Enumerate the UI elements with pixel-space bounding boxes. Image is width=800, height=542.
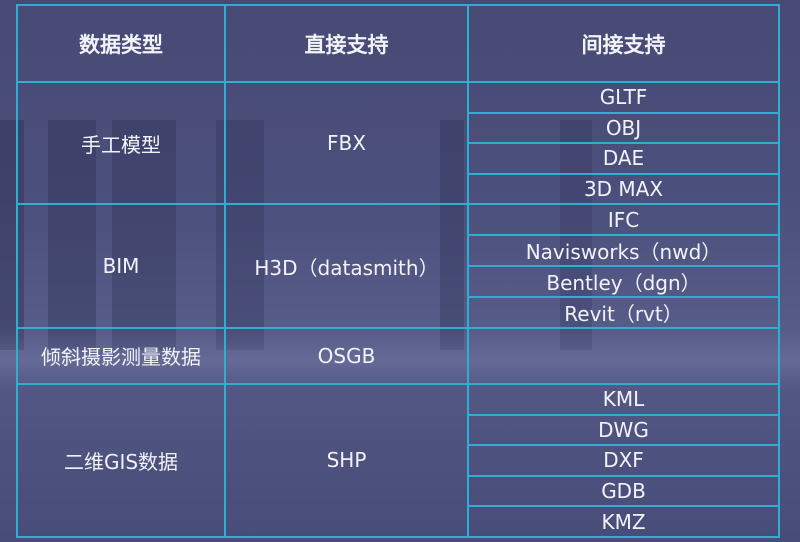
table-row: 倾斜摄影测量数据 OSGB — [16, 326, 780, 385]
indirect-cell: OBJ — [467, 111, 780, 145]
indirect-cell: DWG — [467, 413, 780, 447]
header-direct-support: 直接支持 — [224, 4, 469, 83]
table-row: 手工模型 FBX GLTF — [16, 80, 780, 206]
direct-cell: FBX — [224, 80, 469, 206]
direct-cell: SHP — [224, 382, 469, 538]
table-row: 3D MAX — [17, 172, 780, 206]
indirect-cell: IFC — [467, 203, 780, 236]
table-row: DXF — [17, 444, 780, 477]
indirect-cell: Bentley（dgn） — [467, 264, 780, 298]
indirect-cell: GLTF — [467, 81, 780, 114]
direct-cell: H3D（datasmith） — [224, 203, 469, 329]
data-format-table: 数据类型 直接支持 间接支持 手工模型 FBX GLTF OBJ DAE 3D … — [16, 4, 780, 538]
table-row: Bentley（dgn） — [17, 264, 780, 298]
header-data-type: 数据类型 — [16, 4, 226, 83]
indirect-cell: Navisworks（nwd） — [467, 233, 780, 267]
indirect-cell: Revit（rvt） — [467, 295, 780, 329]
indirect-cell: KML — [467, 382, 780, 416]
table-row: DAE — [17, 142, 780, 175]
indirect-cell-empty — [467, 326, 780, 385]
type-cell: 手工模型 — [16, 80, 226, 206]
type-cell: 倾斜摄影测量数据 — [16, 326, 226, 385]
table-row: Revit（rvt） — [17, 295, 780, 329]
indirect-cell: GDB — [467, 474, 780, 508]
table-row: Navisworks（nwd） — [17, 233, 780, 267]
table-row: DWG — [17, 413, 780, 447]
header-row: 数据类型 直接支持 间接支持 — [16, 4, 780, 83]
indirect-cell: KMZ — [467, 505, 780, 538]
header-indirect-support: 间接支持 — [467, 4, 780, 83]
table-row: GDB — [17, 474, 780, 508]
table-row: OBJ — [17, 111, 780, 145]
indirect-cell: DXF — [467, 444, 780, 477]
table-row: KMZ — [17, 505, 780, 538]
type-cell: 二维GIS数据 — [16, 382, 226, 538]
table-row: BIM H3D（datasmith） IFC — [16, 203, 780, 329]
direct-cell: OSGB — [224, 326, 469, 385]
indirect-cell: 3D MAX — [467, 172, 780, 206]
indirect-cell: DAE — [467, 142, 780, 175]
table-row: 二维GIS数据 SHP KML — [16, 382, 780, 538]
type-cell: BIM — [16, 203, 226, 329]
